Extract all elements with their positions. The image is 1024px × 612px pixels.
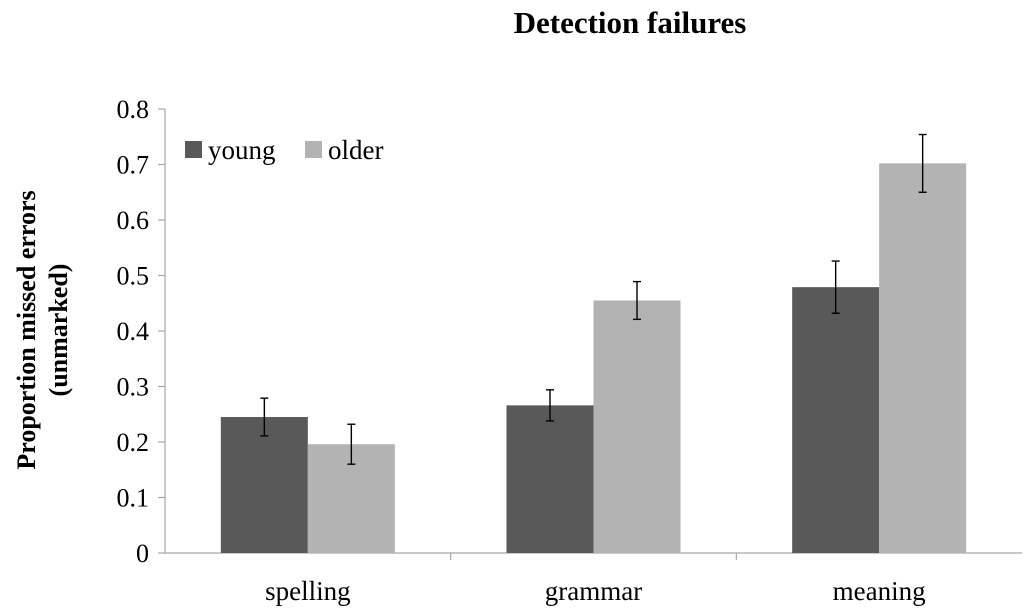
- x-category-label: meaning: [833, 576, 926, 606]
- y-tick-label: 0.1: [117, 484, 150, 513]
- y-tick-label: 0.5: [117, 262, 150, 291]
- y-axis-label-line-2: (unmarked): [44, 264, 73, 397]
- y-tick-label: 0.7: [117, 151, 150, 180]
- bar-older-grammar: [593, 300, 681, 553]
- y-tick-label: 0.2: [117, 428, 150, 457]
- plot-area: 0 0.1 0.2 0.3 0.4 0.5 0.6 0.7 0.8 spelling grammar…: [117, 95, 1022, 606]
- x-category-label: grammar: [545, 576, 642, 606]
- bar-young-meaning: [792, 287, 880, 553]
- legend-swatch-older: [305, 141, 322, 158]
- legend-label-older: older: [328, 135, 383, 165]
- bar-young-spelling: [220, 417, 308, 553]
- y-axis-label-line-1: Proportion missed errors: [12, 190, 41, 469]
- y-tick-label: 0.3: [117, 373, 150, 402]
- y-tick-label: 0.6: [117, 206, 150, 235]
- legend-label-young: young: [208, 135, 276, 165]
- y-tick-label: 0.4: [117, 317, 150, 346]
- y-tick-label: 0: [136, 539, 149, 568]
- chart-title: Detection failures: [514, 5, 747, 40]
- bar-older-meaning: [879, 163, 967, 553]
- y-tick-label: 0.8: [117, 95, 150, 124]
- legend-swatch-young: [185, 141, 202, 158]
- x-category-label: spelling: [265, 576, 351, 606]
- bar-young-grammar: [506, 405, 594, 553]
